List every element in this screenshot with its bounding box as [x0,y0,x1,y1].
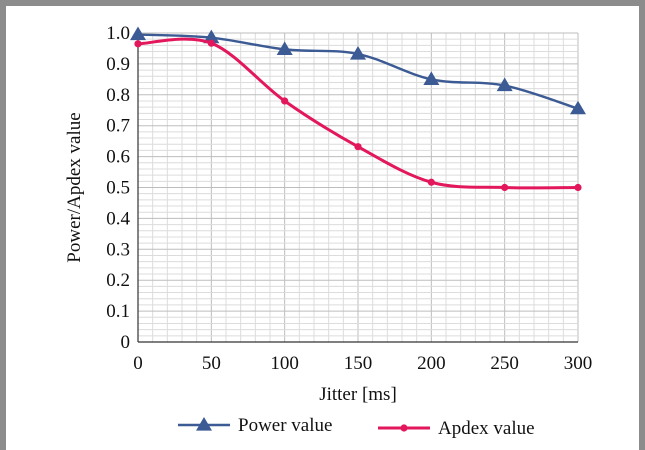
data-point-marker [574,183,582,192]
x-tick-labels: 0 50 100 150 200 250 300 [133,353,592,374]
legend-marker [400,424,408,432]
data-point-marker [427,178,435,186]
y-tick-label: 0.8 [106,85,130,106]
x-tick-label: 50 [202,353,221,374]
grid-lines [137,32,579,343]
x-tick-label: 300 [564,353,593,374]
data-point-marker [423,71,440,85]
data-point-marker [276,41,293,55]
data-point-marker [496,77,513,92]
y-tick-label: 0 [121,332,131,353]
data-point-marker [134,40,142,48]
legend-item: Apdex value [378,418,535,439]
series-power-value [130,26,586,115]
x-axis-label: Jitter [ms] [319,384,397,405]
data-point-marker [130,26,146,41]
x-tick-label: 0 [133,353,143,374]
y-tick-label: 0.1 [106,301,130,322]
series-apdex-value [134,37,582,192]
y-tick-label: 0.7 [106,116,130,137]
y-tick-label: 0.3 [106,239,130,260]
y-tick-label: 0.5 [106,178,130,199]
y-tick-label: 0.2 [106,270,130,291]
x-tick-label: 150 [344,353,373,374]
x-tick-label: 200 [417,353,446,374]
legend-label: Apdex value [438,418,535,439]
data-point-marker [203,29,220,44]
series-group [130,26,586,192]
legend: Power value Apdex value [178,415,535,439]
y-tick-label: 0.6 [106,147,130,168]
data-point-marker [570,100,586,115]
legend-label: Power value [238,415,332,436]
data-point-marker [207,39,215,47]
data-point-marker [350,46,366,60]
x-tick-label: 100 [270,353,299,374]
legend-item: Power value [178,415,332,436]
y-tick-label: 0.9 [106,54,130,75]
y-axis-label: Power/Apdex value [64,112,85,262]
data-point-marker [281,97,289,105]
y-tick-label: 0.4 [106,208,130,229]
legend-marker [196,417,212,431]
axes [137,33,578,343]
data-point-marker [354,143,362,151]
x-tick-label: 250 [490,353,519,374]
data-point-marker [501,183,509,192]
y-tick-label: 1.0 [106,23,130,44]
y-tick-labels: 0 0.1 0.2 0.3 0.4 0.5 0.6 0.7 0.8 0.9 1.0 [106,23,130,353]
